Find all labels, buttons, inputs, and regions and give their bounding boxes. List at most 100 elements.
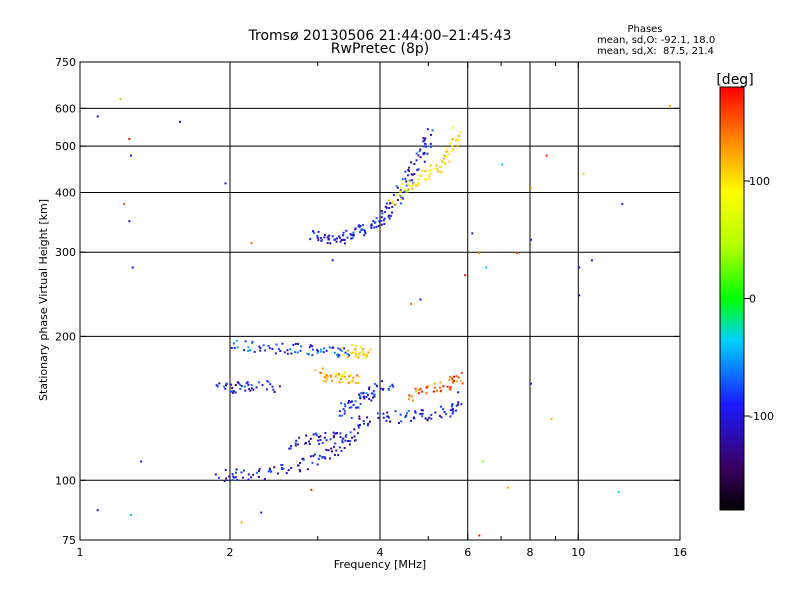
stats-heading: Phases: [627, 24, 662, 35]
echo-point: [380, 210, 383, 213]
echo-point: [449, 388, 452, 391]
echo-point: [430, 146, 432, 149]
echo-point: [311, 345, 314, 348]
echo-point: [373, 395, 376, 398]
echo-point: [261, 384, 264, 387]
echo-point: [332, 436, 335, 439]
echo-point: [369, 420, 371, 423]
echo-point: [421, 412, 424, 415]
echo-point: [322, 351, 325, 354]
echo-point: [389, 420, 392, 423]
echo-point: [362, 420, 365, 422]
echo-point: [264, 349, 266, 352]
echo-point: [414, 410, 417, 413]
echo-point: [297, 343, 299, 345]
echo-point: [243, 469, 245, 472]
echo-point: [424, 145, 427, 148]
echo-point: [255, 386, 258, 389]
echo-point: [453, 375, 456, 378]
echo-point: [338, 410, 341, 413]
echo-point: [344, 242, 346, 245]
echo-point: [333, 453, 336, 456]
gridlines: [80, 62, 680, 540]
echo-point: [380, 223, 383, 226]
echo-point: [445, 155, 447, 158]
y-tick-label: 600: [55, 102, 76, 115]
echo-point: [407, 174, 409, 177]
echo-point: [417, 154, 420, 157]
echo-point-isolated: [123, 203, 125, 206]
echo-point: [457, 403, 460, 406]
echo-point: [415, 390, 418, 393]
echo-point: [366, 424, 369, 427]
echo-point: [353, 435, 356, 438]
echo-point-isolated: [464, 274, 467, 277]
echo-point: [411, 187, 414, 190]
echo-point: [347, 382, 350, 385]
echo-point: [339, 376, 342, 379]
echo-point: [428, 175, 431, 178]
echo-point: [354, 348, 357, 351]
echo-point: [231, 479, 234, 481]
echo-point: [231, 387, 234, 389]
echo-point: [419, 156, 422, 159]
echo-point: [247, 473, 250, 476]
echo-point: [406, 190, 409, 193]
echo-point: [325, 349, 328, 352]
echo-point: [457, 401, 460, 404]
echo-point: [366, 355, 369, 357]
echo-point: [223, 480, 226, 482]
echo-point: [385, 206, 388, 209]
echo-point: [381, 380, 383, 383]
echo-point: [235, 471, 237, 474]
echo-point-isolated: [582, 172, 585, 175]
echo-point: [381, 212, 384, 215]
echo-point: [406, 183, 409, 186]
echo-point-isolated: [668, 104, 671, 107]
echo-point: [387, 199, 390, 202]
echo-point: [286, 352, 289, 355]
echo-point-isolated: [478, 534, 481, 537]
echo-point: [380, 219, 383, 222]
echo-point: [337, 373, 340, 376]
echo-point: [258, 470, 260, 472]
echo-point: [346, 353, 349, 355]
echo-point: [332, 431, 335, 434]
echo-point: [224, 469, 227, 471]
echo-point: [450, 150, 453, 153]
echo-point: [408, 394, 411, 397]
echo-point: [424, 137, 427, 140]
echo-point: [383, 217, 386, 220]
echo-point-isolated: [130, 514, 132, 516]
echo-point: [416, 181, 419, 184]
echo-point: [231, 473, 234, 476]
echo-point: [287, 469, 290, 472]
echo-point: [218, 476, 220, 479]
echo-point: [375, 225, 378, 228]
echo-point: [439, 381, 442, 384]
echo-point: [354, 355, 357, 358]
echo-point: [316, 351, 319, 354]
echo-point: [346, 356, 349, 358]
echo-point: [252, 388, 255, 391]
echo-point: [408, 166, 411, 169]
echo-point: [348, 375, 351, 378]
echo-point-isolated: [501, 163, 504, 166]
x-tick-label: 2: [227, 546, 234, 559]
echo-point: [285, 472, 288, 475]
echo-point: [421, 409, 424, 412]
echo-point: [396, 186, 399, 189]
echo-point: [334, 442, 337, 445]
echo-point: [232, 342, 235, 345]
echo-point: [401, 197, 404, 200]
echo-point: [417, 392, 420, 395]
echo-point: [266, 380, 269, 383]
echo-point: [308, 346, 311, 349]
echo-point: [363, 230, 366, 233]
echo-point: [290, 467, 293, 469]
echo-point: [407, 169, 410, 171]
echo-point: [299, 349, 302, 352]
echo-point: [329, 457, 331, 460]
echo-point: [268, 347, 271, 350]
echo-point: [441, 160, 444, 163]
